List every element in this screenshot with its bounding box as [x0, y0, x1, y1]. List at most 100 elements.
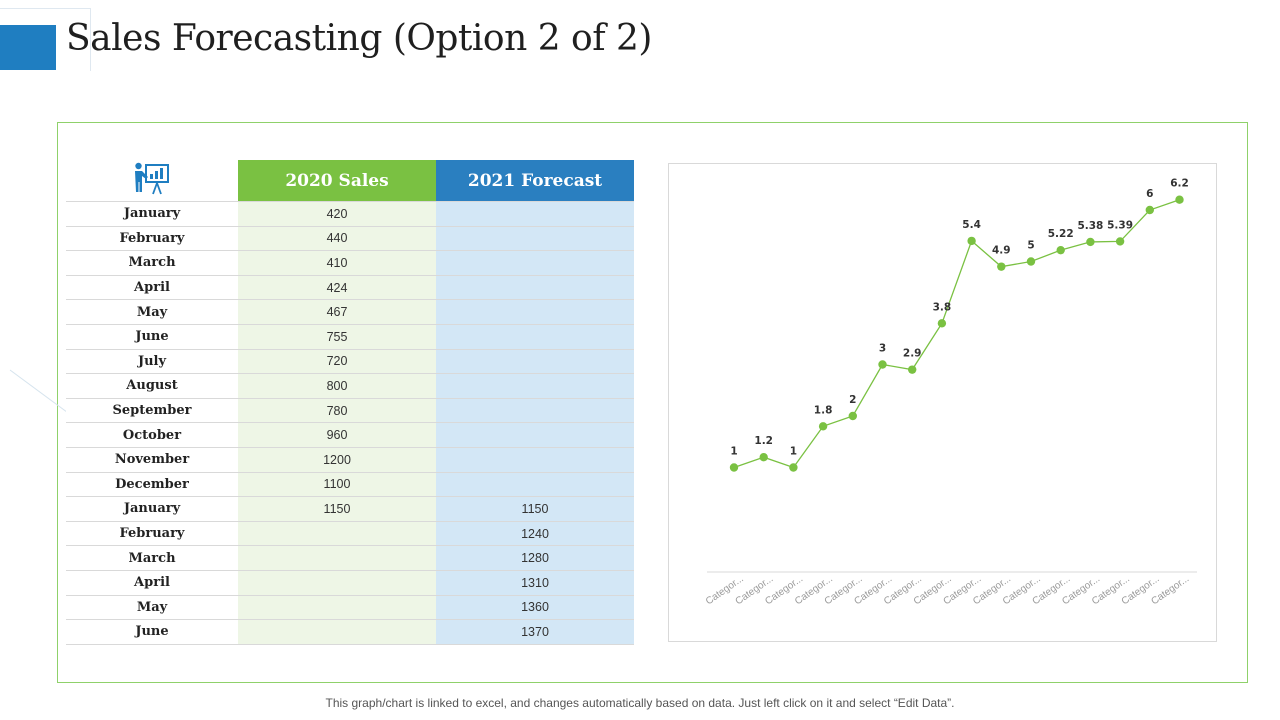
sales-cell: 800 — [238, 373, 436, 399]
table-row: June 1370 — [66, 619, 634, 645]
table-row: June 755 — [66, 324, 634, 350]
series-line — [733, 199, 1180, 469]
sales-cell: 1150 — [238, 496, 436, 522]
sales-cell — [238, 545, 436, 571]
table-row: July 720 — [66, 349, 634, 375]
month-cell: April — [66, 275, 238, 301]
table-row: January 420 — [66, 201, 634, 227]
forecast-cell — [436, 226, 634, 252]
forecast-cell: 1280 — [436, 545, 634, 571]
data-label: 5.38 — [1077, 220, 1103, 232]
data-point — [878, 360, 887, 369]
table-row: January 1150 1150 — [66, 496, 634, 522]
header-2021-forecast: 2021 Forecast — [436, 160, 634, 202]
data-point — [1115, 237, 1125, 246]
forecast-cell: 1240 — [436, 521, 634, 547]
forecast-cell — [436, 472, 634, 498]
title-accent-bar — [0, 25, 56, 70]
sales-cell — [238, 595, 436, 621]
table-row: August 800 — [66, 373, 634, 399]
sales-cell: 410 — [238, 250, 436, 276]
sales-cell: 467 — [238, 299, 436, 325]
data-point — [1145, 205, 1154, 215]
month-cell: June — [66, 619, 238, 645]
data-label: 4.9 — [992, 245, 1011, 257]
data-point — [729, 463, 739, 472]
data-point — [759, 453, 768, 462]
forecast-cell — [436, 324, 634, 350]
sales-cell: 780 — [238, 398, 436, 424]
sales-cell — [238, 521, 436, 547]
sales-cell: 440 — [238, 226, 436, 252]
data-label: 1.2 — [754, 435, 773, 447]
forecast-cell — [436, 447, 634, 473]
month-cell: July — [66, 349, 238, 375]
data-point — [1026, 257, 1036, 266]
data-point — [818, 422, 828, 431]
data-label: 2.9 — [903, 348, 922, 360]
table-row: April 424 — [66, 275, 634, 301]
data-label: 3 — [879, 343, 886, 355]
table-row: February 1240 — [66, 521, 634, 547]
forecast-cell: 1360 — [436, 595, 634, 621]
data-label: 6.2 — [1170, 178, 1189, 190]
sales-cell — [238, 570, 436, 596]
table-row: December 1100 — [66, 472, 634, 498]
sales-cell — [238, 619, 436, 645]
month-cell: April — [66, 570, 238, 596]
data-point — [1175, 195, 1184, 204]
forecast-cell — [436, 250, 634, 276]
sales-cell: 1200 — [238, 447, 436, 473]
page-title: Sales Forecasting (Option 2 of 2) — [66, 18, 652, 59]
forecast-cell — [436, 373, 634, 399]
table-row: May 467 — [66, 299, 634, 325]
table-row: November 1200 — [66, 447, 634, 473]
sales-cell: 960 — [238, 422, 436, 448]
data-label: 1 — [790, 446, 797, 458]
forecast-cell: 1370 — [436, 619, 634, 645]
forecast-cell: 1150 — [436, 496, 634, 522]
table-row: October 960 — [66, 422, 634, 448]
month-cell: December — [66, 472, 238, 498]
sales-cell: 420 — [238, 201, 436, 227]
forecast-cell — [436, 201, 634, 227]
data-point — [789, 463, 798, 472]
table-body: January 420 February 440 March 410 April 424 May… — [66, 201, 634, 645]
corner-outline — [0, 8, 91, 71]
month-cell: November — [66, 447, 238, 473]
table-row: March 410 — [66, 250, 634, 276]
month-cell: September — [66, 398, 238, 424]
forecast-cell — [436, 299, 634, 325]
forecast-cell — [436, 275, 634, 301]
month-cell: January — [66, 201, 238, 227]
data-label: 5.39 — [1107, 219, 1133, 231]
line-chart-svg: 11.211.823 2.93.85.44.9 55.225.38 5.3966.2C… — [704, 178, 1197, 607]
data-point — [908, 365, 917, 374]
data-label: 2 — [849, 394, 856, 406]
month-cell: August — [66, 373, 238, 399]
footnote: This graph/chart is linked to excel, and… — [325, 696, 955, 710]
data-label: 3.8 — [933, 301, 952, 313]
data-point — [1086, 237, 1095, 247]
month-cell: February — [66, 226, 238, 252]
data-label: 5 — [1027, 240, 1034, 252]
month-cell: March — [66, 250, 238, 276]
month-cell: October — [66, 422, 238, 448]
data-point — [937, 319, 947, 328]
line-chart: 1 1.2 1 1.8 2 3 2.9 3.8 5.4 4.9 5 5.22 5.38 5.39 6 6.2 C… — [668, 163, 1217, 642]
data-label: 6 — [1146, 188, 1153, 200]
month-cell: February — [66, 521, 238, 547]
data-point — [1056, 245, 1065, 255]
table-row: May 1360 — [66, 595, 634, 621]
header-2020-sales: 2020 Sales — [238, 160, 436, 202]
month-cell: May — [66, 595, 238, 621]
sales-table: 2020 Sales 2021 Forecast January 420 Febru… — [66, 160, 634, 645]
data-label: 5.22 — [1048, 228, 1074, 240]
forecast-cell — [436, 422, 634, 448]
sales-cell: 720 — [238, 349, 436, 375]
month-cell: May — [66, 299, 238, 325]
data-label: 1.8 — [814, 404, 833, 416]
month-cell: March — [66, 545, 238, 571]
data-label: 1 — [730, 446, 737, 458]
sales-cell: 1100 — [238, 472, 436, 498]
